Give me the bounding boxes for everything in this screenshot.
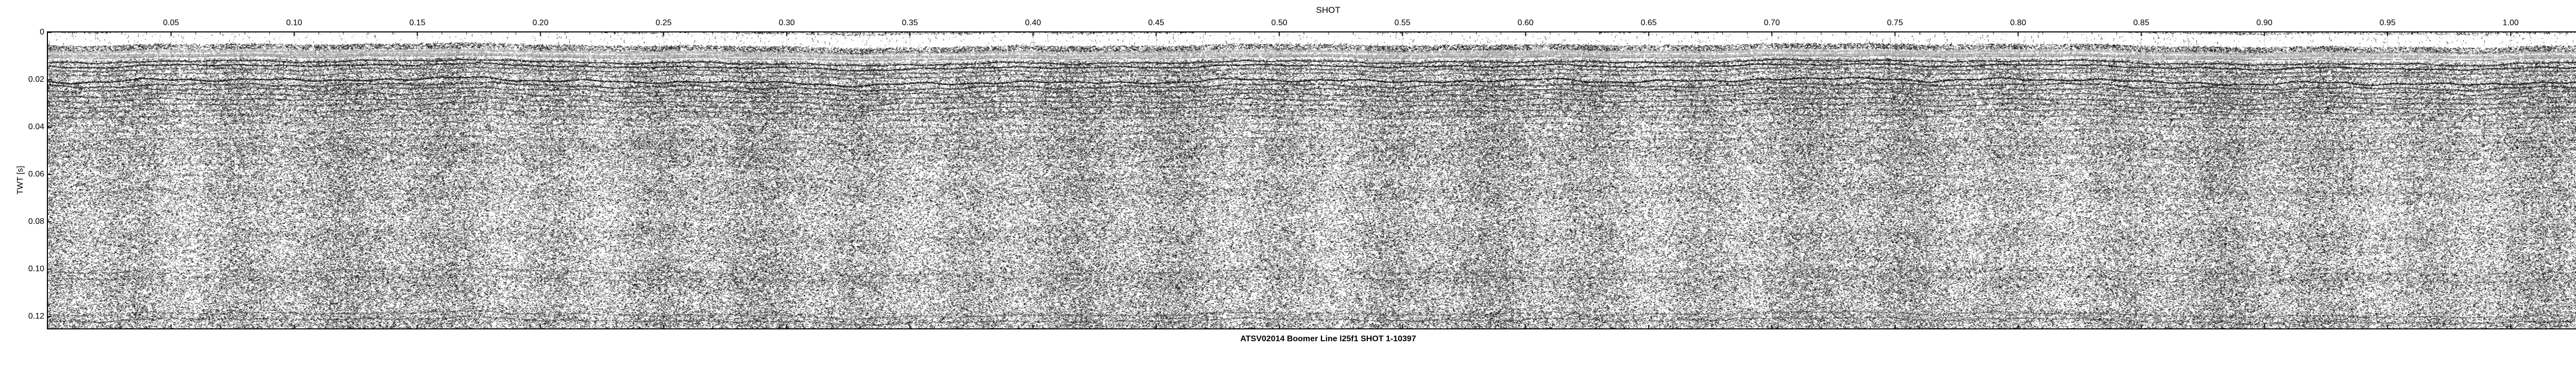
y-tick-label: 0.06 (28, 170, 44, 179)
y-tick-label: 0.08 (28, 217, 44, 226)
seismic-section-canvas (48, 32, 2576, 328)
x-tick-label: 0.35 (902, 19, 918, 27)
y-tick-label: 0.10 (28, 265, 44, 273)
x-tick-label: 0.80 (2010, 19, 2026, 27)
x-axis-label: SHOT (1316, 5, 1341, 15)
x-tick-label: 0.50 (1271, 19, 1287, 27)
x-tick-label: 0.10 (286, 19, 302, 27)
plot-area (47, 31, 2576, 329)
y-tick-label: 0.04 (28, 122, 44, 131)
x-tick-label: 0.85 (2133, 19, 2149, 27)
x-tick-label: 1.00 (2502, 19, 2519, 27)
x-tick-label: 0.75 (1887, 19, 1903, 27)
y-axis-label: TWT [s] (16, 166, 25, 195)
x-tick-label: 0.95 (2379, 19, 2396, 27)
x-tick-label: 0.70 (1764, 19, 1780, 27)
figure-title: ATSV02014 Boomer Line l25f1 SHOT 1-10397 (1240, 335, 1416, 343)
x-tick-label: 0.55 (1394, 19, 1411, 27)
x-tick-label: 0.60 (1517, 19, 1534, 27)
x-tick-label: 0.25 (655, 19, 672, 27)
x-tick-label: 0.45 (1148, 19, 1164, 27)
x-tick-label: 0.30 (778, 19, 795, 27)
y-tick-label: 0.02 (28, 75, 44, 84)
x-tick-label: 0.05 (163, 19, 179, 27)
y-tick-label: 0 (40, 28, 44, 37)
y-tick-label: 0.12 (28, 312, 44, 321)
x-tick-label: 0.90 (2256, 19, 2273, 27)
x-tick-label: 0.40 (1025, 19, 1041, 27)
x-tick-label: 0.65 (1640, 19, 1657, 27)
x-tick-label: 0.15 (409, 19, 426, 27)
x-tick-label: 0.20 (532, 19, 549, 27)
